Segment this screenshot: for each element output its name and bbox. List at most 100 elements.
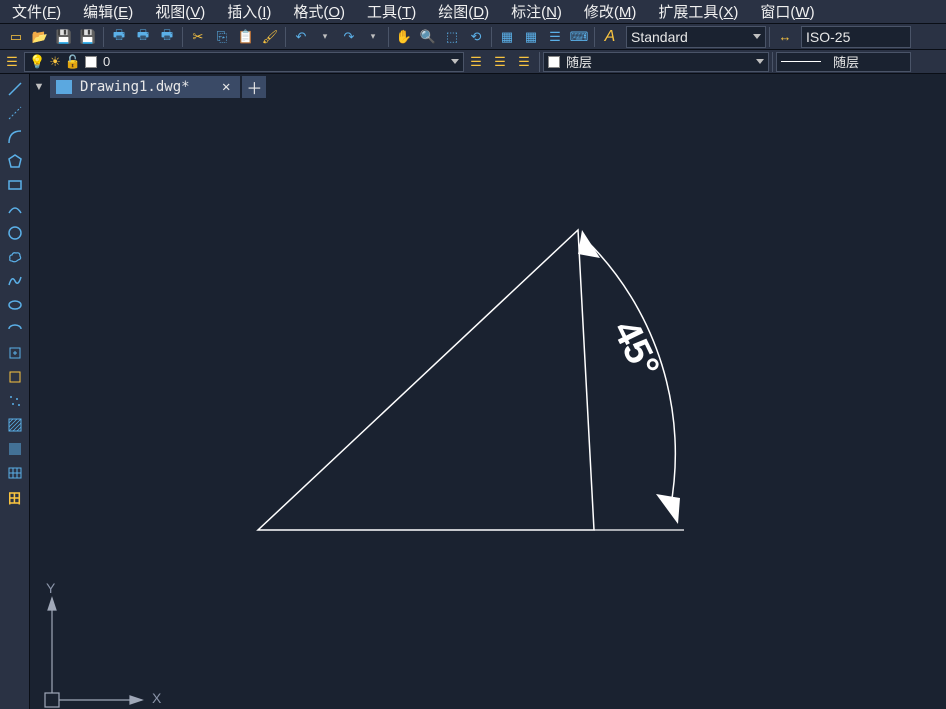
- props-icon[interactable]: ☰: [544, 26, 566, 48]
- spline-icon[interactable]: [4, 270, 26, 292]
- menu-tools[interactable]: 工具(T): [361, 1, 422, 22]
- arc-icon[interactable]: [4, 126, 26, 148]
- separator: [772, 52, 773, 72]
- current-layer-combo[interactable]: 💡 ☀ 🔓 0: [24, 52, 464, 72]
- lock-icon: 🔓: [65, 54, 81, 70]
- print-icon[interactable]: 🖶: [108, 26, 130, 48]
- new-doc-icon[interactable]: ▭: [5, 26, 27, 48]
- dim-style-combo[interactable]: ISO-25: [801, 26, 911, 48]
- drawing-svg: [30, 100, 946, 709]
- tab-title: Drawing1.dwg*: [80, 79, 210, 95]
- menu-modify[interactable]: 修改(M): [578, 1, 643, 22]
- zoom-realtime-icon[interactable]: 🔍: [417, 26, 439, 48]
- match-prop-icon[interactable]: 🖌: [259, 26, 281, 48]
- rectangle-icon[interactable]: [4, 174, 26, 196]
- circle-icon[interactable]: [4, 222, 26, 244]
- menu-express[interactable]: 扩展工具(X): [652, 1, 744, 22]
- separator: [388, 27, 389, 47]
- menu-insert[interactable]: 插入(I): [221, 1, 277, 22]
- grid-icon[interactable]: ▦: [520, 26, 542, 48]
- revcloud-icon[interactable]: [4, 246, 26, 268]
- text-style-icon[interactable]: A: [599, 26, 621, 48]
- hatch-icon[interactable]: [4, 414, 26, 436]
- make-block-icon[interactable]: [4, 366, 26, 388]
- ellipse-icon[interactable]: [4, 294, 26, 316]
- copy-icon[interactable]: ⎘: [211, 26, 233, 48]
- line-icon[interactable]: [4, 78, 26, 100]
- insert-block-icon[interactable]: [4, 342, 26, 364]
- separator: [769, 27, 770, 47]
- text-style-value: Standard: [631, 29, 688, 45]
- redo-icon[interactable]: ↷: [338, 26, 360, 48]
- separator: [285, 27, 286, 47]
- main-area: 田 ▼ Drawing1.dwg* ✕ ＋: [0, 74, 946, 709]
- drawing-canvas[interactable]: 45° X Y: [30, 100, 946, 709]
- chevron-down-icon: [753, 34, 761, 39]
- linetype-value: 随层: [833, 52, 859, 71]
- menu-format[interactable]: 格式(O): [287, 1, 351, 22]
- undo-icon[interactable]: ↶: [290, 26, 312, 48]
- zoom-window-icon[interactable]: ⬚: [441, 26, 463, 48]
- gradient-icon[interactable]: [4, 438, 26, 460]
- menu-file[interactable]: 文件(F): [6, 1, 67, 22]
- color-swatch: [85, 56, 97, 68]
- document-tab[interactable]: Drawing1.dwg* ✕: [50, 76, 240, 98]
- ellipse-arc-icon[interactable]: [4, 318, 26, 340]
- dim-style-icon[interactable]: ↔: [774, 26, 796, 48]
- zoom-prev-icon[interactable]: ⟲: [465, 26, 487, 48]
- ray-icon[interactable]: [4, 102, 26, 124]
- layer-name: 0: [103, 54, 110, 69]
- text-style-combo[interactable]: Standard: [626, 26, 766, 48]
- redo-dd-icon[interactable]: ▾: [362, 26, 384, 48]
- sun-icon: ☀: [49, 54, 61, 70]
- separator: [594, 27, 595, 47]
- table-tool-icon[interactable]: [4, 462, 26, 484]
- table-icon[interactable]: ▦: [496, 26, 518, 48]
- print-preview-icon[interactable]: 🖶: [132, 26, 154, 48]
- menu-view[interactable]: 视图(V): [149, 1, 211, 22]
- undo-dd-icon[interactable]: ▾: [314, 26, 336, 48]
- tab-menu-arrow[interactable]: ▼: [30, 76, 48, 98]
- saveas-icon[interactable]: 💾: [77, 26, 99, 48]
- layer-states-icon[interactable]: ☰: [489, 51, 511, 73]
- layer-manager-icon[interactable]: ☰: [1, 51, 23, 73]
- layer-prev-icon[interactable]: ☰: [465, 51, 487, 73]
- calc-icon[interactable]: ⌨: [568, 26, 590, 48]
- menu-window[interactable]: 窗口(W): [754, 1, 820, 22]
- dim-style-value: ISO-25: [806, 29, 850, 45]
- chevron-down-icon: [451, 59, 459, 64]
- separator: [539, 52, 540, 72]
- new-tab-button[interactable]: ＋: [242, 76, 266, 98]
- linetype-combo[interactable]: 随层: [776, 52, 911, 72]
- arc3p-icon[interactable]: [4, 198, 26, 220]
- menu-draw[interactable]: 绘图(D): [432, 1, 495, 22]
- layer-iso-icon[interactable]: ☰: [513, 51, 535, 73]
- close-tab-button[interactable]: ✕: [218, 79, 234, 95]
- separator: [103, 27, 104, 47]
- line-sample-icon: [781, 61, 821, 62]
- polygon-icon[interactable]: [4, 150, 26, 172]
- point-icon[interactable]: [4, 390, 26, 412]
- open-icon[interactable]: 📂: [29, 26, 51, 48]
- cut-icon[interactable]: ✂: [187, 26, 209, 48]
- menubar: 文件(F) 编辑(E) 视图(V) 插入(I) 格式(O) 工具(T) 绘图(D…: [0, 0, 946, 24]
- separator: [182, 27, 183, 47]
- color-value: 随层: [566, 52, 592, 71]
- toolbar-layers: ☰ 💡 ☀ 🔓 0 ☰ ☰ ☰ 随层 随层: [0, 50, 946, 74]
- save-icon[interactable]: 💾: [53, 26, 75, 48]
- toolbar-standard: ▭ 📂 💾 💾 🖶 🖶 🖶 ✂ ⎘ 📋 🖌 ↶ ▾ ↷ ▾ ✋ 🔍 ⬚ ⟲ ▦ …: [0, 24, 946, 50]
- color-combo[interactable]: 随层: [543, 52, 769, 72]
- lightbulb-icon: 💡: [29, 54, 45, 70]
- text-icon[interactable]: 田: [4, 486, 26, 508]
- color-swatch: [548, 56, 560, 68]
- ucs-y-label: Y: [46, 580, 55, 596]
- menu-edit[interactable]: 编辑(E): [77, 1, 139, 22]
- menu-dimension[interactable]: 标注(N): [505, 1, 568, 22]
- document-tabs: ▼ Drawing1.dwg* ✕ ＋: [30, 74, 266, 100]
- paste-icon[interactable]: 📋: [235, 26, 257, 48]
- separator: [491, 27, 492, 47]
- publish-icon[interactable]: 🖶: [156, 26, 178, 48]
- ucs-x-label: X: [152, 690, 161, 706]
- draw-toolbar: 田: [0, 74, 30, 709]
- pan-icon[interactable]: ✋: [393, 26, 415, 48]
